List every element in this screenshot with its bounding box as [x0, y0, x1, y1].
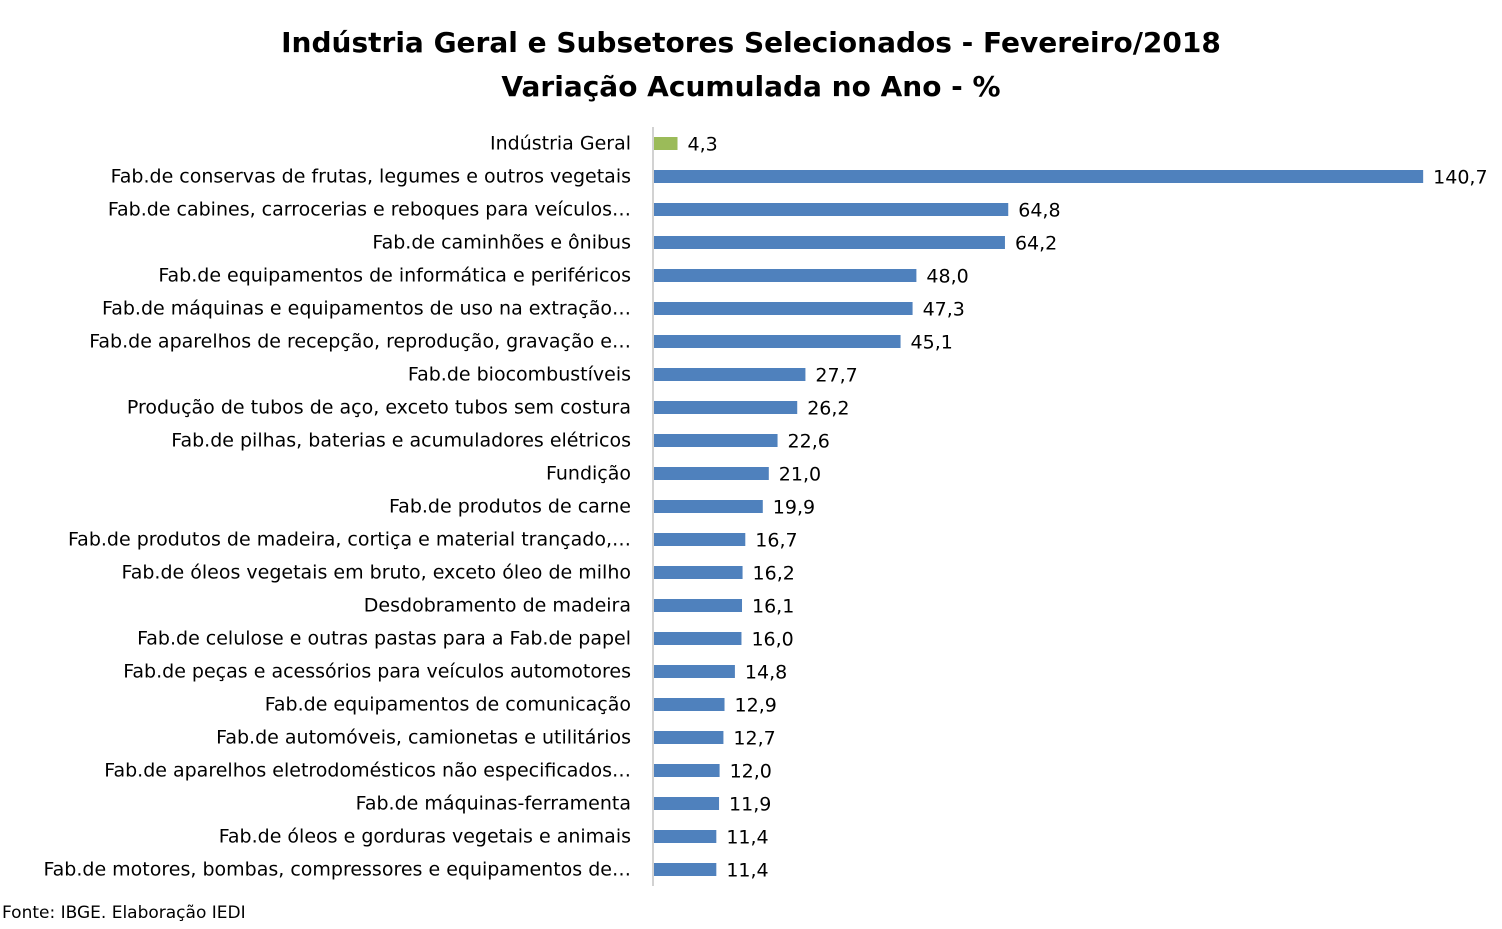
category-label: Fab.de automóveis, camionetas e utilitár…	[216, 727, 631, 749]
bar-highlight	[654, 137, 678, 150]
category-label: Fab.de motores, bombas, compressores e e…	[43, 859, 631, 881]
category-label: Fab.de máquinas-ferramenta	[356, 793, 631, 815]
category-label: Fab.de peças e acessórios para veículos …	[123, 661, 631, 683]
bar	[654, 566, 743, 579]
bar	[654, 368, 806, 381]
bar	[654, 434, 778, 447]
value-label: 14,8	[745, 662, 787, 684]
category-label: Fab.de máquinas e equipamentos de uso na…	[102, 298, 631, 320]
value-label: 11,9	[729, 794, 771, 816]
chart-subtitle: Variação Acumulada no Ano - %	[501, 70, 1000, 103]
category-label: Fab.de conservas de frutas, legumes e ou…	[111, 166, 631, 188]
category-label: Produção de tubos de aço, exceto tubos s…	[127, 397, 631, 419]
value-label: 47,3	[923, 299, 965, 321]
category-label: Fab.de celulose e outras pastas para a F…	[137, 628, 631, 650]
value-label: 16,2	[753, 563, 795, 585]
category-label: Fab.de óleos e gorduras vegetais e anima…	[219, 826, 631, 848]
bar	[654, 467, 769, 480]
value-label: 16,1	[752, 596, 794, 618]
category-label: Fab.de óleos vegetais em bruto, exceto ó…	[122, 562, 631, 584]
value-label: 19,9	[773, 497, 815, 519]
value-label: 16,0	[751, 629, 793, 651]
bar	[654, 863, 717, 876]
category-label: Fab.de produtos de carne	[389, 496, 631, 518]
bar	[654, 170, 1424, 183]
value-label: 4,3	[688, 134, 718, 156]
category-label: Desdobramento de madeira	[364, 595, 631, 617]
bar	[654, 665, 735, 678]
category-label: Fab.de equipamentos de informática e per…	[158, 265, 631, 287]
value-label: 21,0	[779, 464, 821, 486]
bars-group: Indústria Geral 4,3 Fab.de conservas de fr…	[43, 133, 1487, 882]
value-label: 64,8	[1018, 200, 1060, 222]
value-label: 48,0	[926, 266, 968, 288]
value-label: 12,9	[735, 695, 777, 717]
category-label: Fab.de aparelhos eletrodomésticos não es…	[104, 760, 631, 782]
bar	[654, 731, 724, 744]
chart-title: Indústria Geral e Subsetores Selecionado…	[281, 26, 1221, 59]
category-label: Fab.de pilhas, baterias e acumuladores e…	[171, 430, 631, 452]
bar	[654, 533, 746, 546]
bar	[654, 335, 901, 348]
category-label: Indústria Geral	[490, 133, 631, 155]
value-label: 26,2	[807, 398, 849, 420]
value-label: 11,4	[726, 827, 768, 849]
bar	[654, 203, 1009, 216]
value-label: 12,7	[733, 728, 775, 750]
category-label: Fab.de produtos de madeira, cortiça e ma…	[68, 529, 631, 551]
value-label: 11,4	[726, 860, 768, 882]
value-label: 64,2	[1015, 233, 1057, 255]
category-label: Fab.de cabines, carrocerias e reboques p…	[108, 199, 631, 221]
category-label: Fundição	[546, 463, 631, 485]
bar	[654, 764, 720, 777]
bar	[654, 236, 1005, 249]
value-label: 12,0	[730, 761, 772, 783]
category-label: Fab.de biocombustíveis	[408, 364, 631, 386]
bar	[654, 830, 717, 843]
bar	[654, 500, 763, 513]
value-label: 27,7	[815, 365, 857, 387]
source-note: Fonte: IBGE. Elaboração IEDI	[2, 903, 246, 923]
value-label: 22,6	[788, 431, 830, 453]
bar	[654, 632, 742, 645]
category-label: Fab.de equipamentos de comunicação	[265, 694, 631, 716]
category-label: Fab.de aparelhos de recepção, reprodução…	[89, 331, 631, 353]
bar	[654, 599, 743, 612]
bar	[654, 797, 720, 810]
value-label: 140,7	[1433, 167, 1487, 189]
bar	[654, 401, 798, 414]
category-label: Fab.de caminhões e ônibus	[372, 232, 631, 254]
value-label: 45,1	[911, 332, 953, 354]
bar	[654, 302, 913, 315]
value-label: 16,7	[755, 530, 797, 552]
bar	[654, 269, 917, 282]
bar	[654, 698, 725, 711]
